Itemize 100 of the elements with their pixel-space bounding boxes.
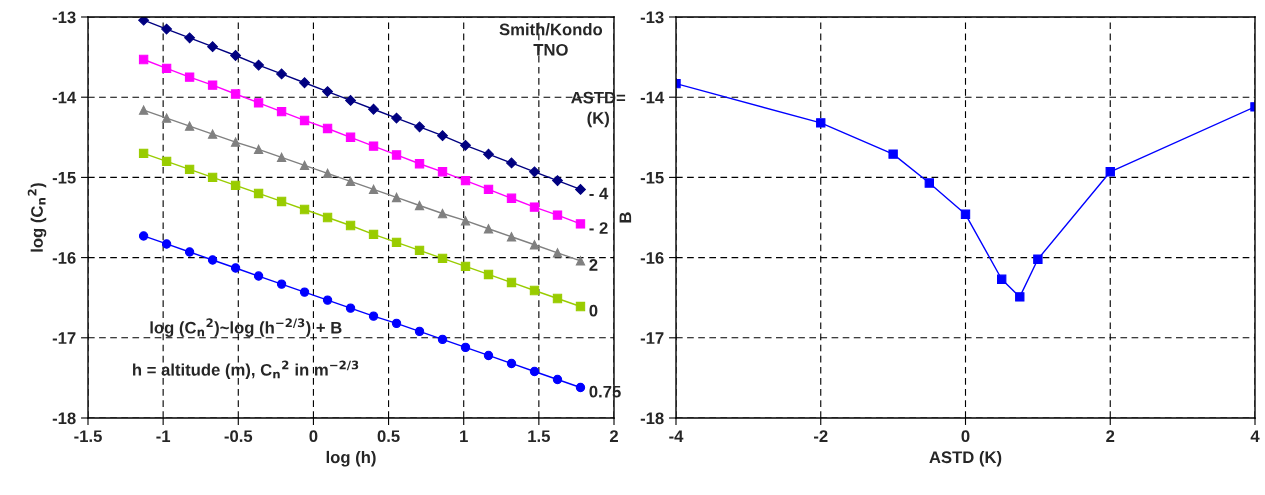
y-tick-label: -13 [52, 11, 76, 24]
y-tick-label: -17 [640, 332, 664, 344]
point [460, 216, 471, 226]
x-tick-label: -4 [669, 430, 684, 442]
point [345, 94, 356, 106]
point [506, 193, 517, 203]
point [575, 256, 586, 266]
point [138, 105, 149, 115]
point [276, 152, 287, 163]
point [299, 160, 310, 171]
point [575, 382, 586, 393]
y-tick-label: -18 [640, 412, 664, 425]
y-axis-title: B [619, 212, 632, 223]
point [506, 358, 517, 369]
y-tick-label: -17 [52, 332, 76, 344]
point [552, 374, 563, 385]
point [368, 141, 379, 151]
point [816, 118, 826, 128]
point [924, 178, 934, 188]
point [575, 184, 586, 195]
point [506, 232, 517, 242]
point [345, 220, 356, 231]
x-tick-label: -2 [813, 430, 828, 442]
point [207, 172, 218, 183]
point [161, 156, 172, 167]
point [253, 59, 264, 71]
y-tick-label: -16 [640, 252, 664, 264]
point [460, 175, 471, 186]
point [253, 98, 264, 108]
point [460, 342, 471, 353]
point [322, 295, 333, 305]
point [276, 106, 287, 117]
point [276, 68, 287, 80]
point [161, 23, 173, 35]
point [997, 274, 1007, 284]
point [575, 301, 586, 312]
series-label: - 4 [589, 187, 609, 200]
point [437, 253, 448, 264]
point [960, 209, 971, 219]
point [322, 86, 333, 98]
point [345, 132, 356, 142]
x-tick-label: -0.5 [224, 430, 253, 443]
point [552, 210, 563, 220]
point [368, 311, 379, 321]
x-tick-label: 4 [1250, 430, 1260, 442]
point [552, 175, 563, 187]
point [138, 231, 149, 241]
x-tick-label: 2 [1106, 430, 1115, 442]
x-tick-label: -1.5 [74, 430, 102, 443]
point [299, 77, 310, 89]
point [483, 269, 494, 280]
point [253, 144, 264, 155]
x-tick-label: 0 [961, 430, 970, 443]
point [437, 130, 448, 142]
point [529, 240, 540, 250]
point [888, 149, 898, 159]
x-axis-title: log (h) [326, 450, 376, 467]
point [368, 103, 379, 115]
point [391, 192, 402, 203]
point [460, 261, 471, 272]
point [230, 89, 241, 99]
point [483, 148, 494, 160]
x-tick-label: 0.5 [377, 430, 400, 443]
point [299, 287, 310, 297]
point [230, 137, 241, 147]
point [184, 164, 195, 175]
point [437, 167, 448, 177]
point [483, 184, 494, 195]
point [529, 166, 540, 178]
y-tick-label: -15 [52, 171, 76, 184]
point [391, 318, 402, 329]
point [529, 202, 540, 212]
x-tick-label: 1.5 [528, 430, 550, 443]
point [552, 248, 563, 258]
y-tick-label: -13 [640, 11, 664, 24]
point [414, 200, 425, 211]
x-tick-label: -1 [156, 430, 171, 442]
point [184, 247, 195, 257]
point [529, 285, 540, 296]
annotation: log (C$_{n}$$^{2}$)~log (h$^{−2/3}$) + B [150, 318, 342, 337]
point [161, 113, 172, 123]
annotation: Smith/Kondo TNO [499, 23, 603, 56]
point [460, 139, 471, 151]
point [1015, 292, 1025, 302]
point [253, 271, 264, 281]
point [138, 148, 149, 159]
x-tick-label: 1 [460, 430, 468, 442]
point [276, 279, 287, 289]
point [391, 237, 402, 248]
point [506, 157, 517, 169]
point [368, 229, 379, 240]
point [345, 303, 356, 313]
point [184, 32, 196, 44]
point [552, 293, 563, 304]
point [230, 263, 241, 273]
point [184, 121, 195, 131]
series-label: - 2 [589, 222, 608, 234]
point [1105, 167, 1115, 177]
point [437, 334, 448, 345]
y-axis-title: log (C$_{n}$$^{2}$) [27, 183, 47, 252]
